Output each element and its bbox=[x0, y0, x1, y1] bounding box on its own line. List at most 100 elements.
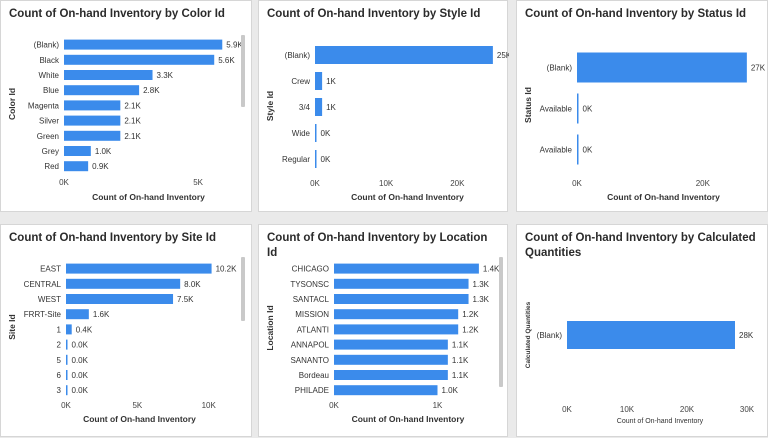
bar[interactable] bbox=[334, 339, 448, 350]
bar[interactable] bbox=[334, 354, 448, 365]
bar[interactable] bbox=[64, 161, 89, 172]
bar[interactable] bbox=[66, 294, 174, 304]
category-label: 6 bbox=[57, 371, 62, 380]
bar[interactable] bbox=[64, 130, 121, 141]
category-label: Red bbox=[44, 162, 59, 171]
category-label: CENTRAL bbox=[24, 280, 62, 289]
x-tick-label: 20K bbox=[680, 405, 695, 414]
bar-chart-style: (Blank) 25K Crew 1K 3/4 1K Wide 0K Regular 0K 0K 10… bbox=[265, 46, 509, 202]
chart-title: Count of On-hand Inventory by Location I… bbox=[267, 232, 488, 259]
category-label: White bbox=[39, 71, 60, 80]
data-label: 0K bbox=[321, 155, 331, 164]
bar-chart-status: (Blank) 27K Available 0K Available 0K 0K 20K Cou… bbox=[523, 52, 766, 202]
category-label: (Blank) bbox=[547, 64, 573, 73]
data-label: 0.4K bbox=[76, 325, 93, 334]
chart-title: Count of On-hand Inventory by Color Id bbox=[9, 8, 225, 20]
y-axis-label: Status Id bbox=[523, 87, 533, 123]
bar[interactable] bbox=[64, 54, 215, 65]
bar-chart-location: CHICAGO 1.4K TYSONSC 1.3K SANTACL 1.3K MISSION… bbox=[265, 257, 503, 424]
category-label: PHILADE bbox=[295, 386, 329, 395]
bar[interactable] bbox=[64, 70, 153, 80]
bar[interactable] bbox=[66, 278, 181, 289]
bar[interactable] bbox=[315, 98, 323, 116]
x-tick-label: 10K bbox=[379, 179, 394, 188]
category-label: CHICAGO bbox=[292, 265, 329, 274]
bar[interactable] bbox=[334, 263, 479, 274]
bar[interactable] bbox=[66, 354, 68, 365]
x-tick-label: 5K bbox=[193, 178, 203, 187]
x-axis-label: Count of On-hand Inventory bbox=[617, 418, 704, 425]
bar[interactable] bbox=[577, 93, 579, 124]
data-label: 1.3K bbox=[473, 295, 490, 304]
bar[interactable] bbox=[334, 309, 459, 320]
scrollbar-thumb[interactable] bbox=[241, 35, 245, 107]
bar[interactable] bbox=[577, 52, 747, 83]
bar[interactable] bbox=[66, 385, 68, 396]
bar[interactable] bbox=[315, 124, 317, 142]
x-tick-label: 0K bbox=[59, 178, 69, 187]
y-axis-label: Style Id bbox=[265, 91, 275, 121]
chart-panel-site[interactable]: Count of On-hand Inventory by Site Id EA… bbox=[0, 224, 252, 437]
chart-panel-color[interactable]: Count of On-hand Inventory by Color Id (… bbox=[0, 0, 252, 212]
bar[interactable] bbox=[66, 309, 89, 320]
y-axis-label: Color Id bbox=[7, 88, 17, 120]
category-label: (Blank) bbox=[285, 51, 311, 60]
bar[interactable] bbox=[577, 134, 579, 165]
chart-panel-location[interactable]: Count of On-hand Inventory by Location I… bbox=[258, 224, 508, 437]
bar[interactable] bbox=[66, 339, 68, 350]
bar-chart-calc: (Blank) 28K 0K 10K 20K 30K Count of On-hand In… bbox=[525, 301, 755, 425]
category-label: Black bbox=[39, 56, 60, 65]
y-axis-label: Site Id bbox=[7, 314, 17, 340]
data-label: 2.1K bbox=[124, 101, 141, 110]
chart-panel-style[interactable]: Count of On-hand Inventory by Style Id (… bbox=[258, 0, 509, 212]
bar[interactable] bbox=[66, 263, 212, 274]
x-tick-label: 0K bbox=[310, 179, 320, 188]
bar[interactable] bbox=[334, 385, 438, 396]
data-label: 2.1K bbox=[124, 132, 141, 141]
category-label: (Blank) bbox=[34, 41, 60, 50]
category-label: TYSONSC bbox=[290, 280, 329, 289]
scrollbar-thumb[interactable] bbox=[499, 257, 503, 387]
data-label: 0K bbox=[583, 146, 593, 155]
bar[interactable] bbox=[66, 324, 72, 335]
bar[interactable] bbox=[64, 115, 121, 126]
bar[interactable] bbox=[567, 321, 735, 349]
data-label: 0.9K bbox=[92, 162, 109, 171]
bar[interactable] bbox=[315, 150, 317, 168]
category-label: EAST bbox=[40, 265, 61, 274]
bar[interactable] bbox=[315, 46, 493, 64]
x-axis-label: Count of On-hand Inventory bbox=[607, 192, 720, 202]
scrollbar-thumb[interactable] bbox=[241, 257, 245, 321]
category-label: SANANTO bbox=[290, 356, 329, 365]
data-label: 8.0K bbox=[184, 280, 201, 289]
data-label: 2.1K bbox=[124, 117, 141, 126]
bar[interactable] bbox=[64, 100, 121, 111]
category-label: Grey bbox=[42, 147, 59, 156]
chart-panel-calc[interactable]: Count of On-hand Inventory by Calculated… bbox=[516, 224, 768, 437]
category-label: 5 bbox=[57, 356, 62, 365]
bar[interactable] bbox=[315, 72, 323, 90]
bar[interactable] bbox=[334, 370, 448, 380]
bar[interactable] bbox=[64, 39, 223, 50]
bar[interactable] bbox=[64, 85, 140, 96]
category-label: ANNAPOL bbox=[291, 341, 330, 350]
category-label: Regular bbox=[282, 155, 310, 164]
data-label: 1.4K bbox=[483, 265, 500, 274]
bar[interactable] bbox=[334, 278, 469, 289]
category-label: 2 bbox=[57, 341, 62, 350]
chart-panel-status[interactable]: Count of On-hand Inventory by Status Id … bbox=[516, 0, 768, 212]
data-label: 25K bbox=[497, 51, 509, 60]
x-tick-label: 5K bbox=[132, 401, 142, 410]
bar[interactable] bbox=[64, 146, 91, 156]
data-label: 5.6K bbox=[218, 56, 235, 65]
category-label: Available bbox=[540, 146, 573, 155]
x-axis-label: Count of On-hand Inventory bbox=[83, 414, 196, 424]
bar[interactable] bbox=[334, 294, 469, 304]
category-label: 3 bbox=[57, 386, 62, 395]
category-label: Green bbox=[37, 132, 59, 141]
bar[interactable] bbox=[66, 370, 68, 380]
category-label: 3/4 bbox=[299, 103, 311, 112]
data-label: 28K bbox=[739, 331, 754, 340]
x-axis-label: Count of On-hand Inventory bbox=[352, 414, 465, 424]
bar[interactable] bbox=[334, 324, 459, 335]
